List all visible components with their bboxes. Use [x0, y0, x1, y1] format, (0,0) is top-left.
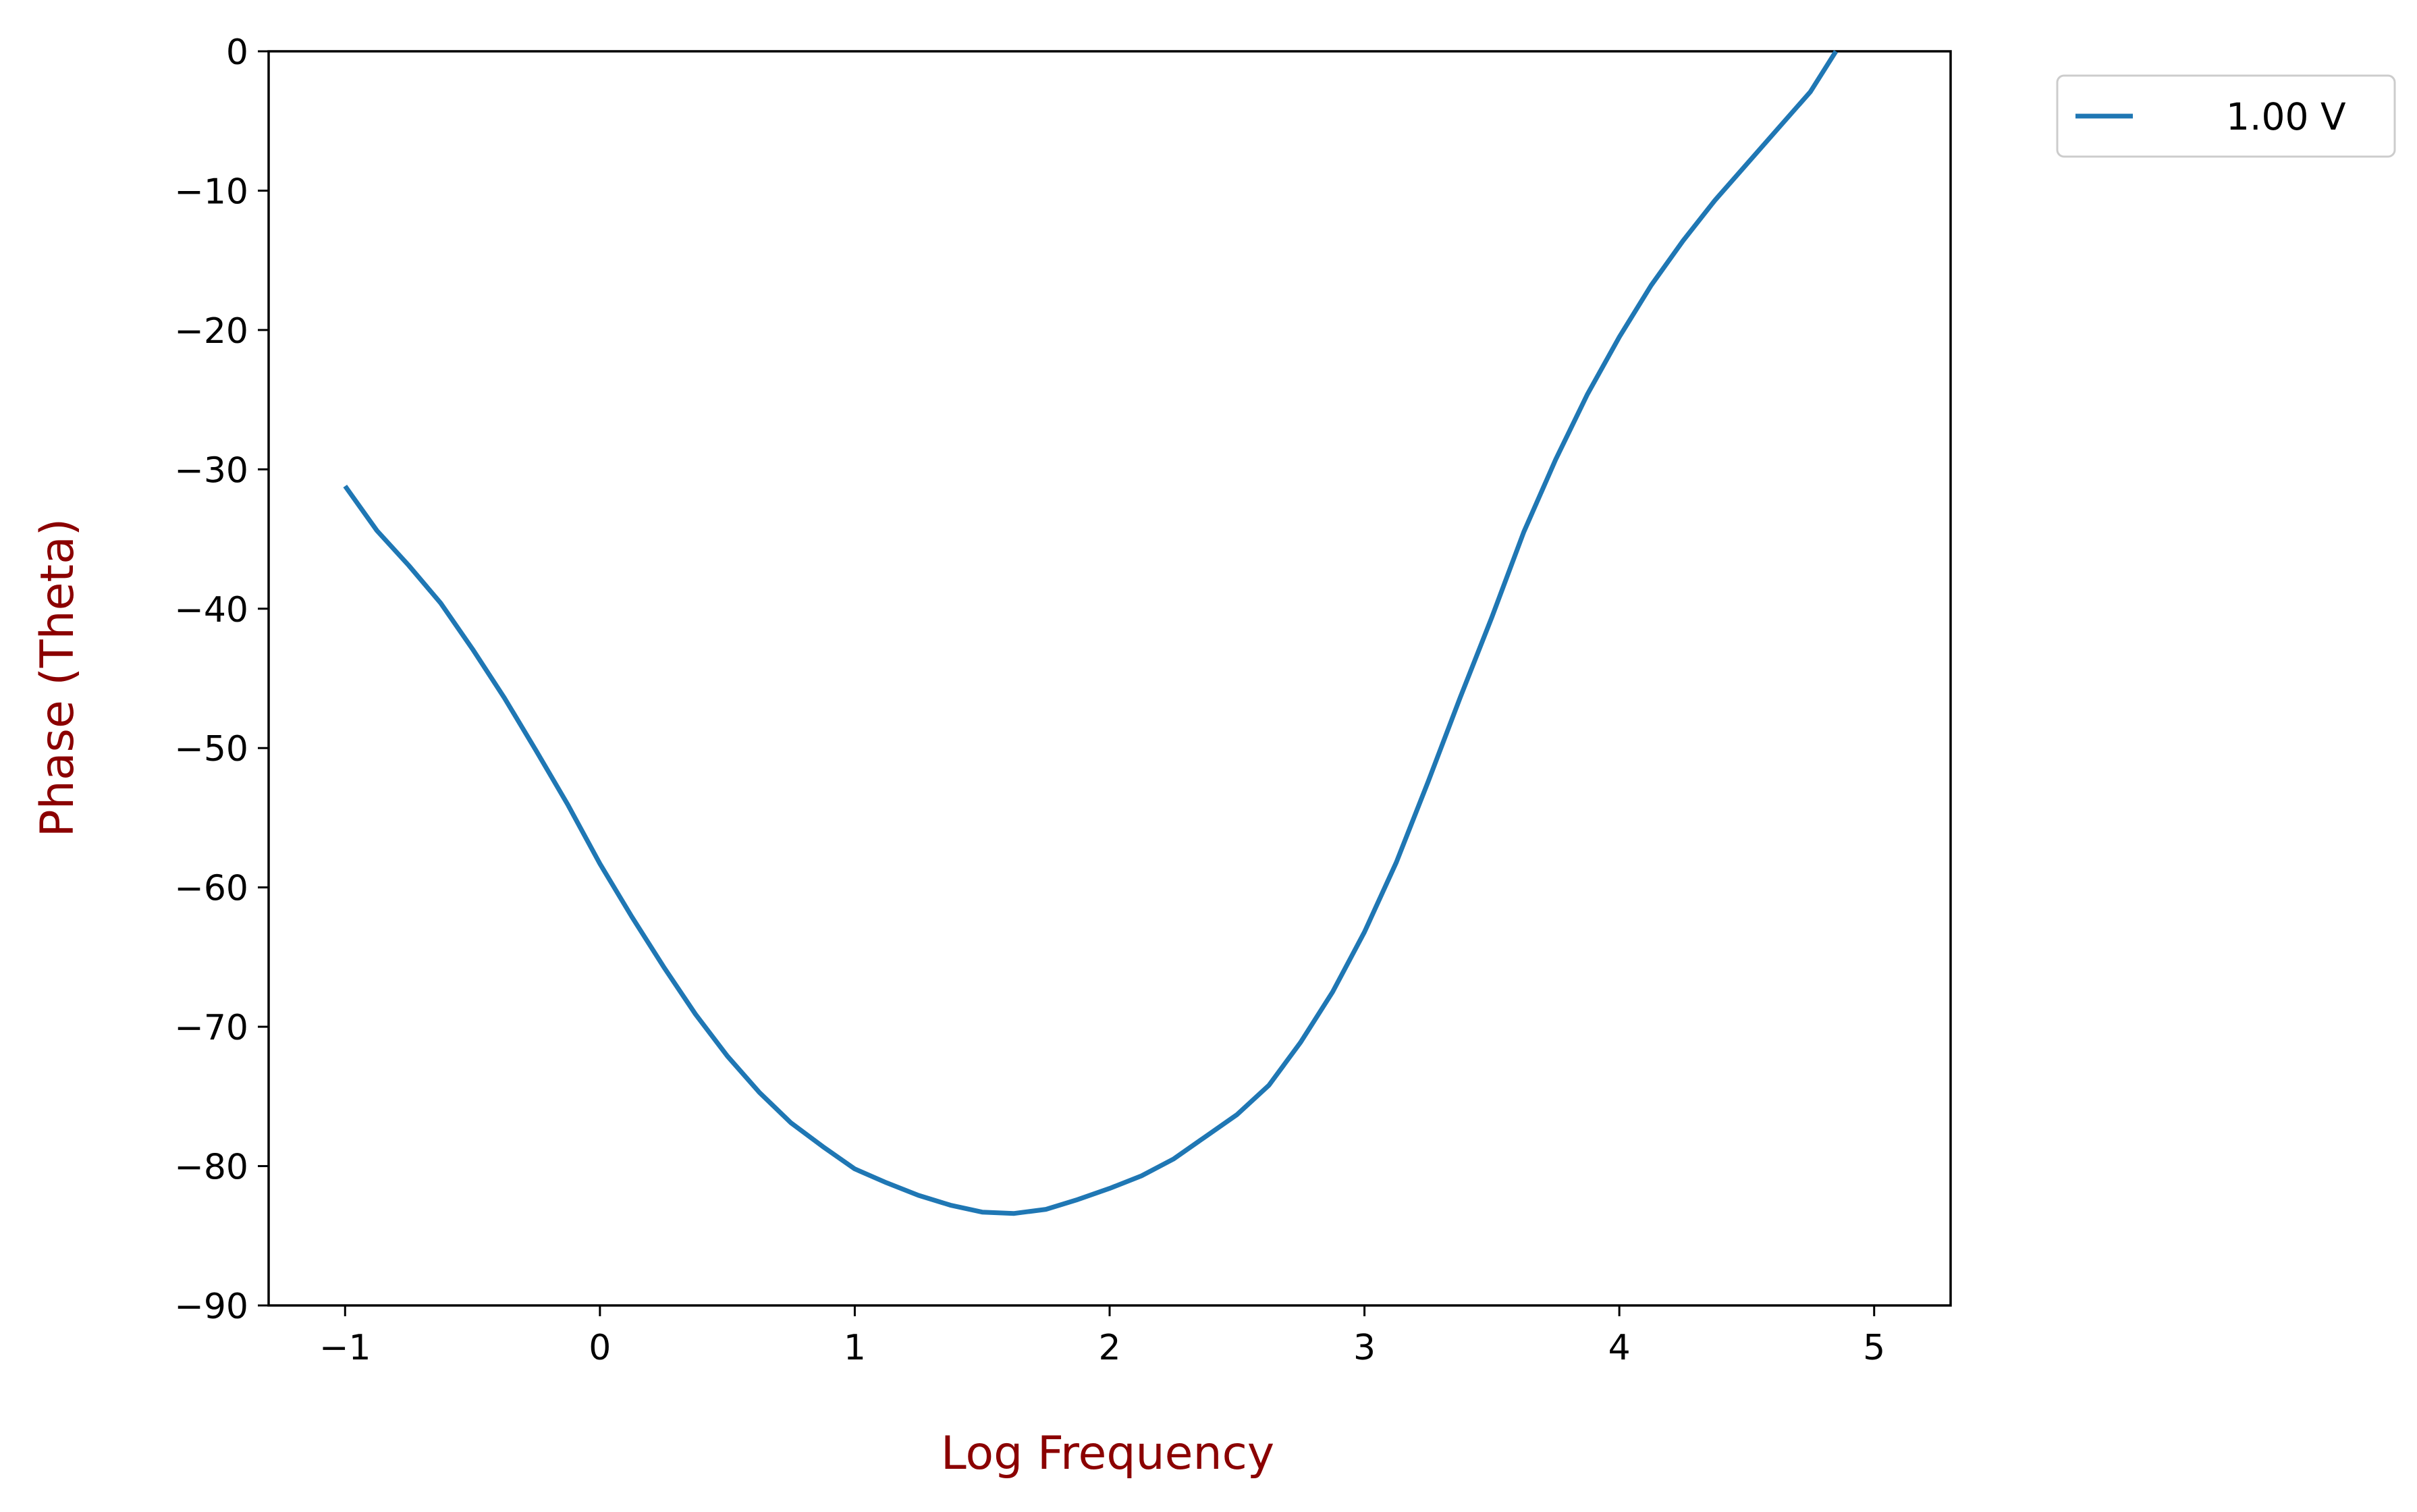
legend: 1.00 V	[2056, 74, 2396, 158]
y-tick-label: −40	[174, 590, 248, 630]
y-tick-label: −70	[174, 1008, 248, 1048]
series-layer	[343, 50, 1839, 1216]
legend-entry-label: 1.00 V	[2226, 95, 2346, 138]
y-tick-label: −80	[174, 1148, 248, 1188]
x-tick-label: 5	[1863, 1328, 1885, 1368]
x-axis: −1 0 1 2 3 4 5	[319, 1305, 1885, 1368]
y-tick-label: −50	[174, 729, 248, 770]
legend-frame	[2056, 74, 2396, 158]
x-tick-label: 4	[1608, 1328, 1631, 1368]
x-tick-label: 1	[844, 1328, 866, 1368]
y-tick-label: −10	[174, 171, 248, 212]
y-axis: 0 −10 −20 −30 −40 −50 −60 −70 −80 −90	[174, 32, 269, 1327]
y-tick-label: −90	[174, 1287, 248, 1327]
y-tick-label: −20	[174, 311, 248, 352]
x-tick-label: 3	[1353, 1328, 1376, 1368]
x-tick-label: −1	[319, 1328, 371, 1368]
x-tick-label: 2	[1098, 1328, 1120, 1368]
y-tick-label: −60	[174, 869, 248, 909]
y-tick-label: 0	[226, 32, 248, 73]
plot-frame	[267, 50, 1952, 1307]
series-line	[343, 50, 1839, 1216]
y-tick-label: −30	[174, 450, 248, 491]
x-tick-label: 0	[589, 1328, 611, 1368]
y-axis-label: Phase (Theta)	[31, 518, 84, 838]
x-axis-label: Log Frequency	[941, 1427, 1274, 1480]
plot-area	[267, 50, 1952, 1307]
